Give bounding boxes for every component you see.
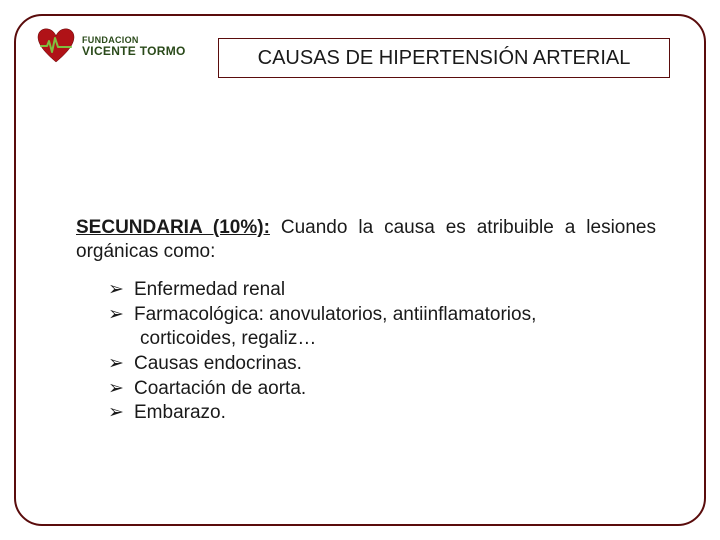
bullet-icon: ➢ [108, 401, 134, 426]
bullet-icon: ➢ [108, 352, 134, 377]
org-logo: FUNDACION VICENTE TORMO [36, 28, 186, 64]
list-item: ➢ Farmacológica: anovulatorios, antiinfl… [108, 303, 668, 328]
slide-title: CAUSAS DE HIPERTENSIÓN ARTERIAL [218, 38, 670, 78]
bullet-icon: ➢ [108, 303, 134, 328]
intro-lead: SECUNDARIA (10%): [76, 217, 270, 238]
bullet-text: Embarazo. [134, 401, 668, 426]
bullet-list: ➢ Enfermedad renal ➢ Farmacológica: anov… [108, 278, 668, 426]
bullet-text: Coartación de aorta. [134, 377, 668, 402]
logo-text: FUNDACION VICENTE TORMO [82, 36, 186, 57]
list-item: ➢ Causas endocrinas. [108, 352, 668, 377]
bullet-text: Causas endocrinas. [134, 352, 668, 377]
bullet-continuation: corticoides, regaliz… [108, 327, 668, 352]
bullet-icon: ➢ [108, 278, 134, 303]
slide-frame [14, 14, 706, 526]
list-item-continuation: corticoides, regaliz… [108, 327, 668, 352]
slide-title-text: CAUSAS DE HIPERTENSIÓN ARTERIAL [258, 47, 631, 70]
list-item: ➢ Enfermedad renal [108, 278, 668, 303]
list-item: ➢ Coartación de aorta. [108, 377, 668, 402]
logo-line2: VICENTE TORMO [82, 45, 186, 57]
bullet-icon: ➢ [108, 377, 134, 402]
bullet-text: Enfermedad renal [134, 278, 668, 303]
heart-icon [36, 28, 76, 64]
bullet-text: Farmacológica: anovulatorios, antiinflam… [134, 303, 668, 328]
list-item: ➢ Embarazo. [108, 401, 668, 426]
intro-paragraph: SECUNDARIA (10%): Cuando la causa es atr… [76, 216, 656, 264]
